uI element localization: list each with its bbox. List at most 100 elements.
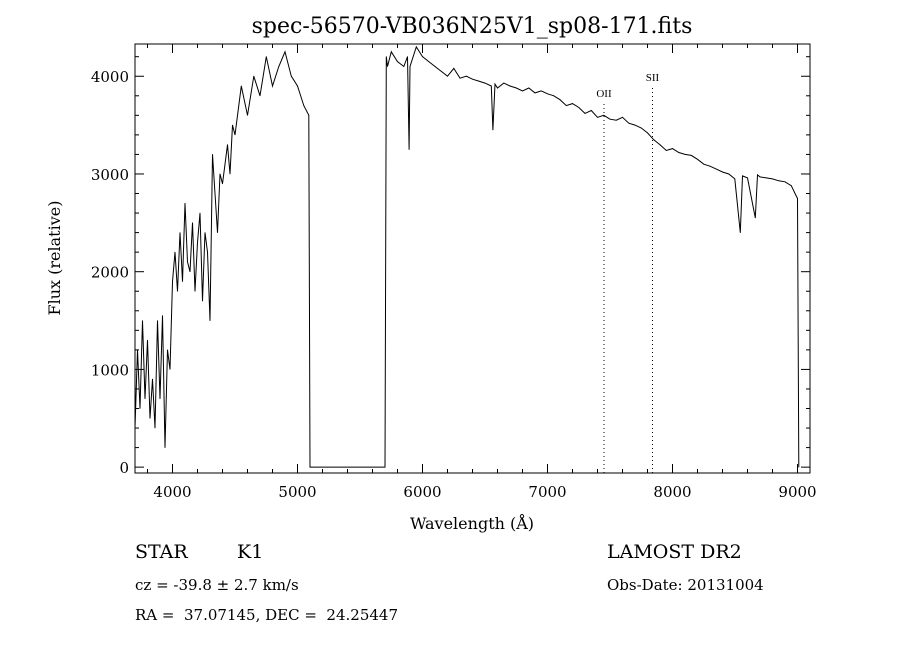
spectrum-point (174, 251, 176, 253)
spectrum-point (715, 168, 717, 170)
spectrum-point (597, 116, 598, 118)
spectrum-point (265, 56, 267, 58)
spectrum-point (232, 124, 233, 126)
spectrum-point (559, 99, 561, 101)
spectrum-point (440, 71, 442, 72)
spectrum-point (259, 95, 261, 97)
spectrum-point (284, 51, 286, 53)
spectrum-point (290, 75, 292, 77)
spectrum-point (189, 271, 191, 273)
spectrum-point (182, 281, 183, 282)
spectrum-point (309, 466, 311, 468)
spectrum-point (797, 198, 798, 199)
spectrum-point (628, 122, 630, 124)
spectrum-point (794, 193, 796, 194)
spectrum-point (157, 320, 158, 321)
spectrum-point (697, 158, 698, 160)
spectrum-point (590, 110, 592, 111)
spectrum-point (310, 466, 312, 468)
spectrum-point (149, 417, 151, 419)
spectrum-point (540, 90, 542, 92)
spectrum-point (159, 398, 161, 400)
spectrum-point (465, 75, 467, 77)
spectrum-point (765, 177, 767, 179)
x-tick-label: 6000 (403, 483, 441, 501)
spectrum-point (684, 154, 686, 155)
spectrum-point (754, 217, 756, 219)
y-tick-label: 2000 (91, 264, 129, 282)
y-axis-label: Flux (relative) (45, 201, 64, 316)
object-class: STAR (135, 541, 188, 563)
spectrum-point (192, 222, 193, 224)
spectrum-point (459, 77, 461, 79)
y-axis: 0 1000 2000 3000 4000 (91, 56, 810, 477)
spectrum-point (747, 177, 748, 179)
annotation-label: OII (596, 88, 612, 100)
spectrum-point (515, 87, 517, 89)
spectrum-point (272, 85, 273, 87)
spectrum-point (194, 290, 196, 292)
y-tick-label: 1000 (91, 361, 129, 379)
spectrum-point (169, 369, 171, 370)
spectrum-point (757, 174, 758, 176)
spectrum-point (472, 78, 473, 80)
spectrum-point (422, 56, 423, 58)
spectrum-point (784, 181, 786, 183)
spectrum-point (144, 398, 146, 400)
spectrum-point (528, 87, 530, 89)
spectrum-point (742, 175, 743, 177)
spectrum-point (297, 85, 298, 87)
spectrum-point (578, 107, 580, 108)
x-tick-label: 9000 (778, 483, 816, 501)
plot-frame (134, 43, 811, 474)
observation-date: Obs-Date: 20131004 (607, 576, 764, 594)
spectrum-point (790, 185, 792, 187)
x-tick-label: 5000 (278, 483, 316, 501)
x-axis: 4000 5000 6000 7000 8000 9000 (147, 44, 817, 501)
spectrum-point (167, 349, 168, 351)
spectrum-point (622, 116, 623, 118)
survey-name: LAMOST DR2 (607, 541, 742, 563)
spectrum-point (734, 178, 736, 180)
spectrum-point (139, 408, 141, 409)
spectrum-point (172, 281, 173, 282)
spectrum-point (634, 124, 636, 126)
spectrum-point (703, 163, 705, 165)
coordinates: RA = 37.07145, DEC = 24.25447 (135, 606, 398, 624)
spectrum-point (240, 85, 242, 87)
spectrum-point (134, 427, 136, 429)
spectrum-point (199, 212, 201, 214)
spectrum-point (209, 320, 211, 321)
spectrum-point (434, 66, 436, 67)
spectrum-point (798, 466, 800, 468)
spectrum-point (415, 46, 417, 48)
redshift-value: cz = -39.8 ± 2.7 km/s (135, 576, 299, 594)
spectrum-point (490, 85, 492, 87)
spectrum-series (134, 45, 800, 468)
spectrum-point (534, 92, 536, 94)
spectrum-point (690, 155, 692, 156)
spectrum-point (428, 61, 430, 62)
spectrum-point (184, 202, 186, 204)
spectrum-point (308, 114, 310, 116)
spectrum-point (509, 85, 511, 87)
spectrum-point (278, 66, 280, 67)
spectrum-point (492, 129, 494, 131)
spectrum-point (603, 114, 605, 116)
spectrum-point (609, 118, 611, 120)
spectrum-point (397, 61, 398, 62)
spectrum-point (640, 127, 642, 129)
y-tick-label: 0 (119, 459, 129, 477)
spectrum-point (653, 139, 655, 141)
spectrum-point (409, 66, 411, 67)
spectrum-point (224, 163, 226, 165)
spectrum-point (202, 300, 203, 302)
spectrum-point (142, 320, 143, 321)
spectrum-point (478, 80, 480, 82)
spectrum-point (212, 154, 213, 155)
spectrum-point (187, 261, 188, 263)
spectrum-point (453, 68, 455, 69)
chart-title: spec-56570-VB036N25V1_sp08-171.fits (252, 14, 693, 39)
spectrum-point (303, 105, 305, 106)
